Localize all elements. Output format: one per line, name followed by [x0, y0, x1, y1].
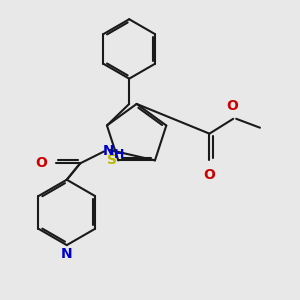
Text: N: N [103, 145, 114, 158]
Text: O: O [36, 156, 47, 170]
Text: N: N [61, 248, 73, 262]
Text: H: H [114, 148, 124, 161]
Text: O: O [203, 168, 215, 182]
Text: O: O [226, 99, 238, 113]
Text: S: S [107, 153, 117, 167]
